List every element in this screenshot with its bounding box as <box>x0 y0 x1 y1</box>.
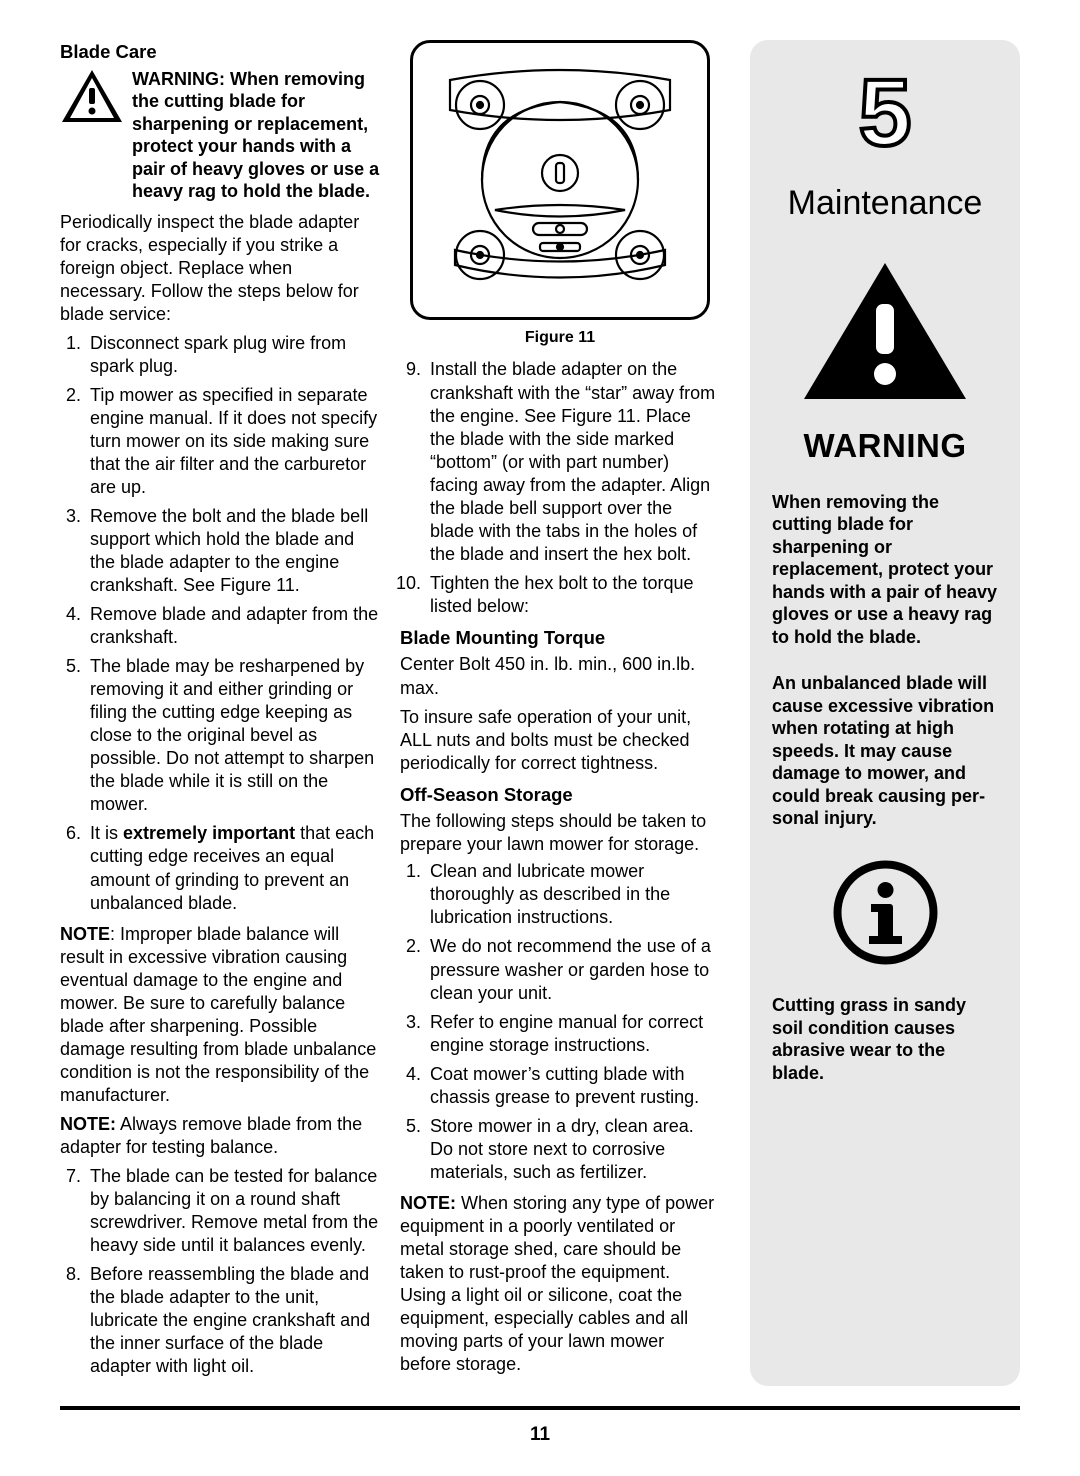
right-column: Figure 11 Install the blade adapter on t… <box>400 40 740 1386</box>
bottom-rule <box>60 1406 1020 1410</box>
blade-care-heading: Blade Care <box>60 40 380 64</box>
step-9: Install the blade adapter on the cranksh… <box>426 358 720 565</box>
step-8: Before reassembling the blade and the bl… <box>86 1263 380 1378</box>
torque-heading: Blade Mounting Torque <box>400 626 720 650</box>
warning-triangle-icon <box>60 68 124 203</box>
blade-service-steps-1-5: Disconnect spark plug wire from spark pl… <box>60 332 380 915</box>
storage-step-2: We do not recommend the use of a pressur… <box>426 935 720 1004</box>
torque-para: To insure safe operation of your unit, A… <box>400 706 720 775</box>
page-number: 11 <box>0 1424 1080 1476</box>
blade-service-steps-9-10: Install the blade adapter on the cranksh… <box>400 358 720 617</box>
sidebar-warning-unbalanced: An unbalanced blade will cause excessive… <box>768 672 1002 830</box>
manual-page: Blade Care WARNING: When removing the cu… <box>0 0 1080 1476</box>
note-balance: NOTE: Improper blade balance will result… <box>60 923 380 1107</box>
chapter-number-glyph: 5 <box>768 65 1002 176</box>
storage-intro: The following steps should be taken to p… <box>400 810 720 856</box>
warning-word: WARNING <box>768 425 1002 466</box>
step-10: Tighten the hex bolt to the torque liste… <box>426 572 720 618</box>
step-4: Remove blade and adapter from the crank­… <box>86 603 380 649</box>
storage-step-4: Coat mower’s cutting blade with chassis … <box>426 1063 720 1109</box>
sidebar: 5 Maintenance WARNING When removing the … <box>750 40 1020 1386</box>
step-1: Disconnect spark plug wire from spark pl… <box>86 332 380 378</box>
torque-value: Center Bolt 450 in. lb. min., 600 in.lb.… <box>400 653 720 699</box>
step-2: Tip mower as specified in separate engin… <box>86 384 380 499</box>
storage-note: NOTE: When storing any type of power equ… <box>400 1192 720 1376</box>
info-icon <box>768 860 1002 971</box>
storage-step-5: Store mower in a dry, clean area. Do not… <box>426 1115 720 1184</box>
large-warning-triangle-icon <box>768 259 1002 410</box>
blade-service-steps-7-8: The blade can be tested for balance by b… <box>60 1165 380 1378</box>
storage-steps: Clean and lubricate mower thoroughly as … <box>400 860 720 1183</box>
chapter-title: Maintenance <box>768 182 1002 225</box>
blade-care-intro: Periodically inspect the blade adapter f… <box>60 211 380 326</box>
storage-heading: Off-Season Storage <box>400 783 720 807</box>
left-column: Blade Care WARNING: When removing the cu… <box>60 40 400 1386</box>
storage-step-3: Refer to engine manual for correct engin… <box>426 1011 720 1057</box>
figure-caption: Figure 11 <box>400 328 720 348</box>
step-6: It is extremely important that each cutt… <box>86 822 380 914</box>
content-columns: Blade Care WARNING: When removing the cu… <box>0 40 1080 1386</box>
sidebar-info-sandy: Cutting grass in sandy soil condition ca… <box>768 994 1002 1084</box>
inline-warning-text: WARNING: When removing the cutting blade… <box>124 68 380 203</box>
step-3: Remove the bolt and the blade bell suppo… <box>86 505 380 597</box>
mower-underside-diagram <box>425 55 695 305</box>
storage-step-1: Clean and lubricate mower thoroughly as … <box>426 860 720 929</box>
figure-11-box <box>410 40 710 320</box>
sidebar-warning-removing: When removing the cutting blade for shar… <box>768 491 1002 649</box>
step-5: The blade may be resharpened by removing… <box>86 655 380 816</box>
inline-warning-block: WARNING: When removing the cutting blade… <box>60 68 380 203</box>
svg-text:5: 5 <box>859 65 912 166</box>
note-remove-blade: NOTE: Always remove blade from the adapt… <box>60 1113 380 1159</box>
step-7: The blade can be tested for balance by b… <box>86 1165 380 1257</box>
